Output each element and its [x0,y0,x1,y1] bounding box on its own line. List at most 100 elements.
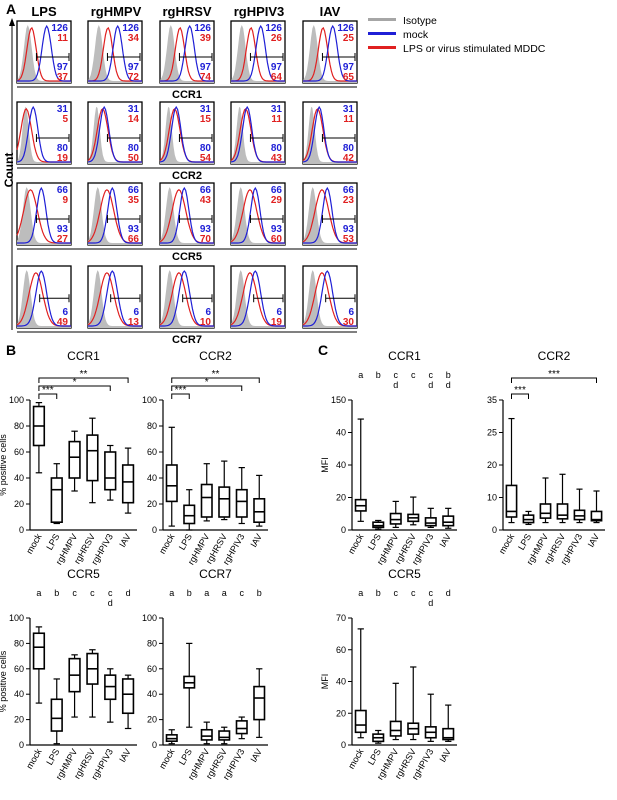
mfi-mock-value: 31 [128,104,140,115]
percent-stim-value: 27 [57,234,69,245]
bracket-label: *** [514,385,526,396]
histogram-ccr7-2: 610 [159,265,215,329]
significance-letter: b [376,370,381,380]
percent-mock-value: 6 [205,307,211,318]
bracket-line [171,393,190,399]
isotype-histogram [303,270,357,328]
y-tick-label: 80 [14,638,24,648]
box-iav: IAV [117,447,135,549]
mock-histogram [303,24,357,82]
y-tick-label: 0 [341,740,346,750]
condition-header-lps: LPS [31,4,57,19]
y-tick-label: 35 [487,395,497,405]
box-lps: LPS b [177,588,196,767]
box-iqr [573,509,586,521]
y-tick-label: 80 [147,421,157,431]
mock-histogram [88,186,142,244]
histogram-ccr7-1: 613 [87,265,143,329]
category-label: mock [24,747,44,771]
mfi-mock-value: 31 [200,104,212,115]
y-tick-label: 20 [336,493,346,503]
category-label: mock [157,747,177,771]
legend-label-mock: mock [403,29,429,41]
mfi-mock-value: 66 [271,185,283,196]
percent-mock-value: 93 [271,224,283,235]
significance-letter: d [428,380,433,390]
count-axis-arrow [9,18,15,26]
significance-letter: b [376,588,381,598]
mfi-stim-value: 11 [271,114,282,125]
significance-letter: d [108,598,113,608]
percent-mock-value: 97 [128,62,140,73]
receptor-label-ccr7: CCR7 [172,334,202,346]
significance-letter: d [446,588,451,598]
bracket-label: ** [212,369,220,380]
y-tick-label: 70 [336,613,346,623]
legend-swatch-stimulated [368,46,396,49]
percent-stim-value: 72 [128,72,140,83]
percent-stim-value: 43 [271,153,283,164]
significance-letter: c [411,370,416,380]
isotype-histogram [231,106,285,164]
box-lps: LPS b [44,588,63,767]
percent-stim-value: 74 [200,72,212,83]
box-iqr [200,483,213,518]
bracket-label: *** [175,385,187,396]
y-tick-label: 150 [331,395,346,405]
percent-stim-value: 19 [57,153,69,164]
legend-swatch-mock [368,32,396,35]
box-lps: LPS [177,489,196,552]
receptor-label-ccr5: CCR5 [172,251,202,263]
box-iqr [556,503,569,520]
isotype-histogram [303,25,357,83]
significance-letter: b [54,588,59,598]
mfi-mock-value: 66 [200,185,212,196]
significance-bracket: *** [171,385,190,399]
mock-histogram [159,105,214,163]
isotype-histogram [160,270,214,328]
box-iqr [235,488,248,518]
bracket-line [511,377,597,383]
box-lps: LPS b [366,370,385,552]
box-mock: mock [157,426,178,556]
y-tick-label: 0 [492,525,497,535]
box-iqr [218,730,231,741]
category-label: LPS [44,532,61,552]
mfi-mock-value: 66 [57,185,69,196]
percent-mock-value: 6 [276,307,282,318]
mock-histogram [17,270,71,327]
mfi-mock-value: 66 [128,185,140,196]
significance-letter: a [222,588,227,598]
isotype-histogram [17,25,71,83]
mock-histogram [88,24,142,82]
mfi-stim-value: 11 [343,114,354,125]
significance-letter: a [204,588,209,598]
percent-mock-value: 80 [271,143,283,154]
histogram-ccr7-3: 619 [230,265,286,329]
mfi-stim-value: 25 [343,33,355,44]
mfi-stim-value: 35 [128,195,140,206]
significance-letter: c [394,588,399,598]
y-tick-label: 0 [19,740,24,750]
box-iav: IAV bd [437,370,455,549]
y-tick-label: 10 [487,493,497,503]
category-label: IAV [117,747,133,764]
box-iqr [165,464,178,503]
mfi-stim-value: 23 [343,195,355,206]
significance-letter: c [240,588,245,598]
percent-stim-value: 10 [200,317,212,328]
significance-letter: d [126,588,131,598]
box-iqr [183,504,196,525]
isotype-histogram [17,106,71,164]
box-iqr [32,632,46,670]
box-iav: IAV d [437,588,455,764]
percent-stim-value: 53 [343,234,355,245]
mfi-stim-value: 15 [200,114,212,125]
condition-header-rghrsv: rgHRSV [162,4,211,19]
y-tick-label: 60 [147,664,157,674]
category-label: mock [346,747,366,771]
box-iqr [86,434,99,482]
significance-letter: c [429,588,434,598]
mock-histogram [17,24,71,82]
